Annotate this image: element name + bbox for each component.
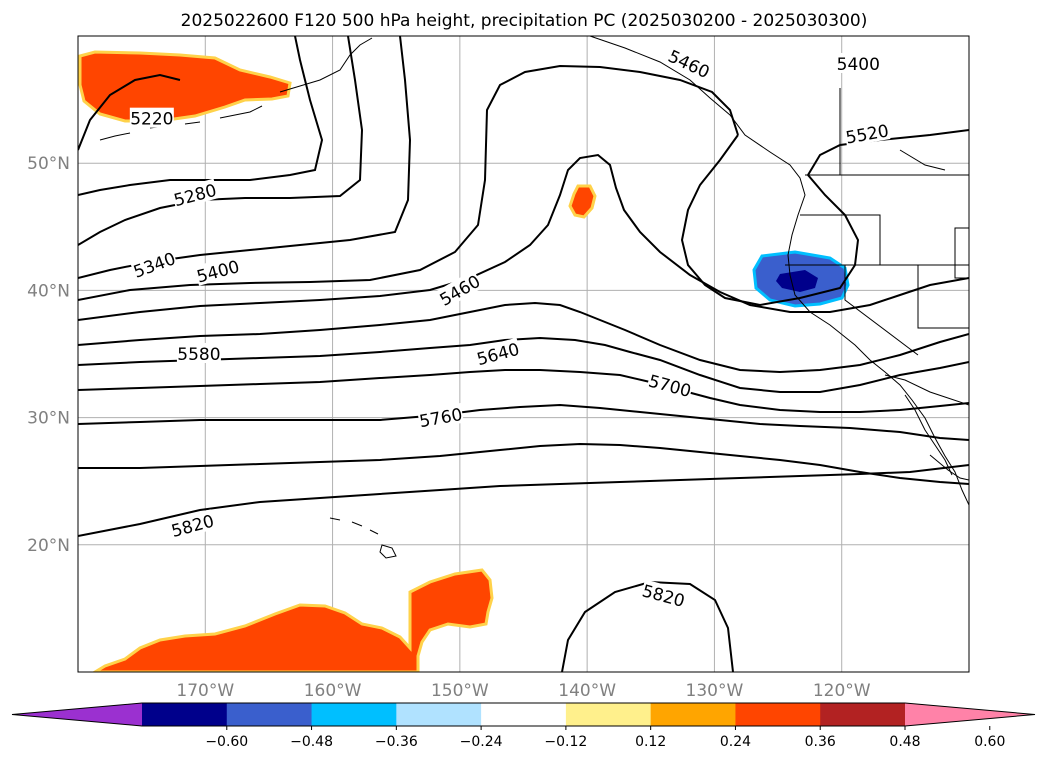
- colorbar-swatch: [226, 703, 313, 726]
- colorbar-tick-label: 0.24: [720, 734, 751, 750]
- colorbar-swatch: [565, 703, 652, 726]
- height-contours: [78, 36, 969, 672]
- lat-tick-label: 30°N: [27, 409, 70, 429]
- precip-positive-center: [568, 184, 597, 219]
- colorbar-min-extension: [12, 703, 142, 726]
- contour-label-bg: [171, 178, 219, 210]
- north-america-coast: [589, 36, 969, 506]
- lon-tick-label: 160°W: [304, 681, 362, 701]
- contour-label-group: 5220: [129, 107, 174, 130]
- colorbar-swatch: [142, 703, 228, 726]
- contour-label-bg: [435, 269, 484, 310]
- colorbar-tick-label: −0.12: [544, 734, 587, 750]
- latitude-labels: 50°N 40°N 30°N 20°N: [27, 154, 70, 556]
- colorbar-tick-label: −0.36: [375, 734, 418, 750]
- contour-label-group: 5580: [176, 343, 221, 365]
- contour-5220: [78, 73, 181, 151]
- canada-interior: [839, 88, 946, 175]
- contour-label-bg: [639, 579, 688, 611]
- contour-5520: [78, 153, 969, 321]
- colorbar: −0.60 −0.48 −0.36 −0.24 −0.12 0.12 0.24 0.36 0.4…: [11, 702, 1036, 750]
- contour-5760: [78, 403, 969, 441]
- contour-label-bg: [417, 402, 464, 431]
- lat-tick-label: 40°N: [27, 281, 70, 301]
- alaska-coast: [279, 37, 373, 93]
- us-mexico-border: [884, 374, 969, 406]
- gridlines: [78, 36, 969, 672]
- colorbar-tick-label: 0.60: [974, 734, 1005, 750]
- contour-5820-a: [78, 464, 969, 537]
- lon-tick-label: 140°W: [558, 681, 616, 701]
- contour-label-bg: [473, 337, 522, 369]
- contour-label: 5220: [130, 110, 173, 130]
- figure-title: 2025022600 F120 500 hPa height, precipit…: [181, 11, 868, 31]
- colorbar-max-extension: [905, 703, 1035, 726]
- colorbar-tick-label: 0.12: [635, 734, 666, 750]
- mexico-coast: [929, 454, 969, 481]
- contour-label-bg: [193, 255, 242, 286]
- colorbar-swatch: [820, 703, 906, 726]
- contour-label-bg: [129, 107, 174, 128]
- longitude-labels: 170°W 160°W 150°W 140°W 130°W 120°W: [176, 681, 870, 701]
- colorbar-tick-label: −0.48: [290, 734, 333, 750]
- contour-label-bg: [843, 119, 891, 147]
- colorbar-swatch: [481, 703, 567, 726]
- contour-label-bg: [665, 44, 714, 82]
- lon-tick-label: 150°W: [431, 681, 489, 701]
- colorbar-tick-label: −0.24: [460, 734, 503, 750]
- state-borders: [785, 214, 969, 356]
- contour-5800: [78, 442, 969, 485]
- contour-5460-a: [78, 64, 739, 301]
- colorbar-swatch: [396, 703, 482, 726]
- contour-label-bg: [646, 369, 694, 401]
- lat-tick-label: 50°N: [27, 154, 70, 174]
- colorbar-tick-label: −0.60: [205, 734, 248, 750]
- contour-label: 5400: [837, 55, 880, 75]
- contour-label-group: 5280: [171, 178, 219, 211]
- contour-label: 5580: [177, 345, 220, 365]
- colorbar-tick-label: 0.36: [805, 734, 836, 750]
- colorbar-swatch: [311, 703, 397, 726]
- hawaii-islands: [329, 517, 397, 559]
- contour-5640: [78, 336, 969, 393]
- colorbar-outline: [11, 702, 1036, 727]
- contour-5280-a: [78, 36, 324, 196]
- contour-label-group: 5760: [417, 402, 464, 432]
- colorbar-swatch: [735, 703, 821, 726]
- contour-5460-b: [680, 129, 969, 307]
- map-frame: [77, 35, 970, 673]
- precip-negative-core: [776, 270, 818, 292]
- precip-positive-nw: [78, 50, 292, 123]
- lat-tick-label: 20°N: [27, 536, 70, 556]
- precip-positive-south: [92, 568, 494, 672]
- lon-tick-label: 130°W: [686, 681, 744, 701]
- contour-5700: [78, 369, 969, 413]
- map-background: [78, 36, 969, 672]
- contour-label-bg: [168, 509, 217, 541]
- lon-tick-label: 120°W: [813, 681, 871, 701]
- contour-label-group: 5400: [836, 52, 881, 75]
- contour-5340: [78, 36, 364, 246]
- contour-label-bg: [129, 247, 179, 281]
- lon-tick-label: 170°W: [176, 681, 234, 701]
- colorbar-tick-label: 0.48: [889, 734, 920, 750]
- contour-5580: [78, 301, 969, 374]
- colorbar-swatch: [650, 703, 736, 726]
- contour-label-bg: [836, 52, 881, 73]
- contour-label-bg: [176, 343, 221, 363]
